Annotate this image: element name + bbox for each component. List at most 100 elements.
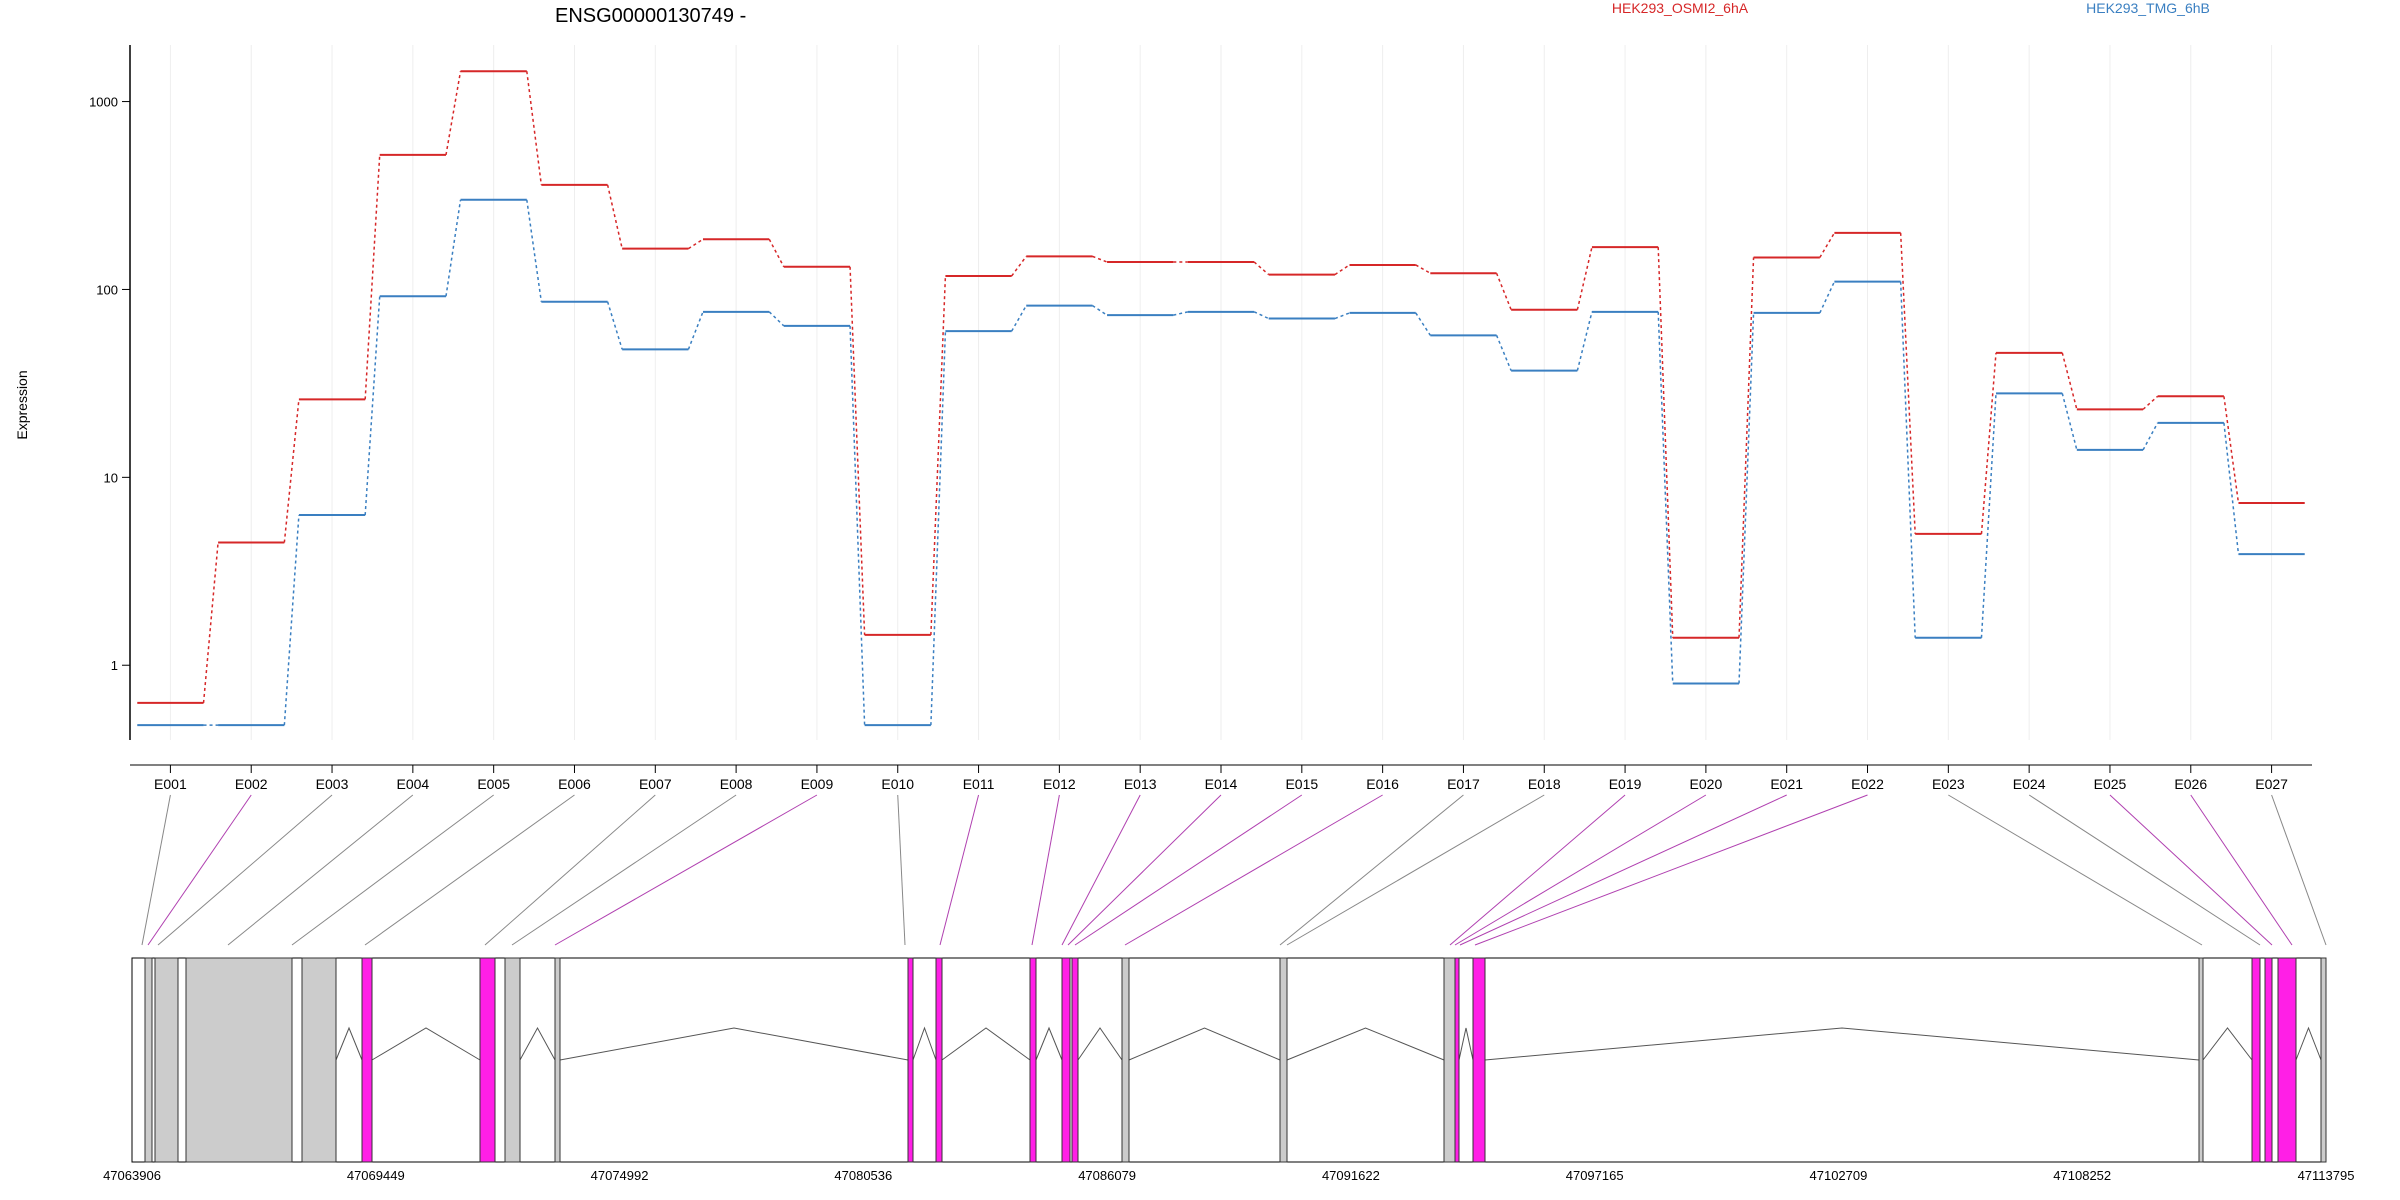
x-tick-label: E020: [1690, 776, 1723, 792]
exon-connector-line: [2190, 794, 2293, 946]
intron-line: [1286, 1027, 1445, 1061]
intron-line: [1035, 1026, 1063, 1061]
data-connector: [606, 301, 623, 350]
data-connector: [2142, 395, 2159, 410]
intron-line: [335, 1026, 363, 1061]
gene-frame: [131, 957, 2327, 1163]
exon-connector-line: [1061, 794, 1141, 946]
exon-connector-line: [227, 794, 414, 946]
exon-block: [554, 957, 561, 1163]
exon-connector-line: [364, 794, 575, 946]
legend-entry: HEK293_TMG_6hB: [2086, 0, 2210, 16]
data-connector: [1011, 305, 1027, 332]
data-connector: [1334, 312, 1350, 320]
x-tick-label: E002: [235, 776, 268, 792]
data-connector: [1253, 311, 1269, 320]
exon-block: [1454, 957, 1460, 1163]
x-tick-label: E010: [881, 776, 914, 792]
data-connector: [1173, 311, 1189, 316]
x-tick-label: E001: [154, 776, 187, 792]
intron-line: [1484, 1027, 2200, 1061]
data-connector: [2223, 396, 2240, 504]
exon-block: [1121, 957, 1130, 1163]
exon-block: [2320, 957, 2327, 1163]
exon-connector-line: [2028, 794, 2261, 946]
intron-line: [1077, 1027, 1123, 1061]
data-connector: [445, 71, 462, 156]
data-connector: [1819, 281, 1836, 314]
data-connector: [1253, 261, 1270, 276]
x-tick-label: E006: [558, 776, 591, 792]
data-connector: [1980, 393, 1997, 638]
intron-line: [941, 1027, 1031, 1061]
intron-line: [1128, 1027, 1281, 1061]
exon-block: [185, 957, 293, 1163]
x-tick-label: E003: [316, 776, 349, 792]
data-connector: [2061, 393, 2078, 451]
data-connector: [687, 311, 704, 350]
data-connector: [1738, 312, 1755, 684]
exon-connector-line: [939, 794, 980, 946]
data-connector: [1092, 305, 1108, 316]
exon-block: [1071, 957, 1079, 1163]
genomic-coordinate-label: 47113795: [2298, 1168, 2355, 1183]
x-tick-label: E018: [1528, 776, 1561, 792]
exon-block: [144, 957, 153, 1163]
x-tick-label: E014: [1205, 776, 1238, 792]
exon-connector-line: [511, 794, 737, 946]
grid-lines: [169, 45, 2273, 740]
data-connector: [1495, 272, 1512, 311]
x-tick-label: E016: [1366, 776, 1399, 792]
gene-model: 47063906 47069449 47074992 47080536 47086079…: [103, 957, 2355, 1183]
exon-block: [1443, 957, 1456, 1163]
data-connector: [1819, 232, 1836, 258]
data-connector: [364, 154, 381, 400]
exon-connector-line: [141, 794, 171, 946]
exon-connector-line: [147, 794, 252, 946]
chart-title: ENSG00000130749 -: [555, 5, 746, 27]
x-tick-label: E024: [2013, 776, 2046, 792]
data-connector: [1657, 247, 1674, 638]
exon-connector-line: [1031, 794, 1060, 946]
x-tick-label: E023: [1932, 776, 1965, 792]
exon-block: [479, 957, 496, 1163]
data-connector: [1092, 255, 1108, 263]
data-connector: [283, 399, 300, 543]
data-connector: [1899, 232, 1916, 534]
y-tick-label: 10: [104, 470, 118, 485]
data-connector: [1334, 264, 1350, 276]
series: [137, 70, 2305, 704]
exon-connector-line: [897, 794, 906, 946]
x-tick-label: E007: [639, 776, 672, 792]
exon-connector-line: [554, 794, 818, 946]
exon-connector-line: [157, 794, 333, 946]
exon-block: [504, 957, 521, 1163]
x-tick-label: E027: [2255, 776, 2288, 792]
series-lines: [137, 70, 2305, 727]
y-tick-label: 1: [111, 658, 118, 673]
data-connector: [1980, 352, 1997, 534]
x-tick-label: E017: [1447, 776, 1480, 792]
x-tick-label: E005: [477, 776, 510, 792]
x-tick-label: E008: [720, 776, 753, 792]
data-connector: [2142, 422, 2159, 451]
data-connector: [1011, 255, 1027, 277]
exon-connector-line: [484, 794, 656, 946]
data-connector: [606, 184, 623, 249]
data-connector: [1415, 264, 1431, 274]
exon-block: [301, 957, 337, 1163]
x-tick-label: E025: [2094, 776, 2127, 792]
exon-block: [1472, 957, 1486, 1163]
data-connector: [364, 296, 381, 516]
exon-connector-line: [1074, 794, 1303, 946]
axes: 1 10 100 1000 E001 E002 E003 E004 E005 E006 E007 E0…: [89, 45, 2312, 792]
data-connector: [1415, 312, 1431, 336]
y-tick-label: 1000: [89, 95, 118, 110]
x-tick-label: E012: [1043, 776, 1076, 792]
exon-block: [2198, 957, 2204, 1163]
exon-connector-line: [1454, 794, 1707, 946]
data-connector: [1738, 257, 1755, 638]
legend-entry: HEK293_OSMI2_6hA: [1612, 0, 1749, 16]
exon-connector-line: [2271, 794, 2327, 946]
